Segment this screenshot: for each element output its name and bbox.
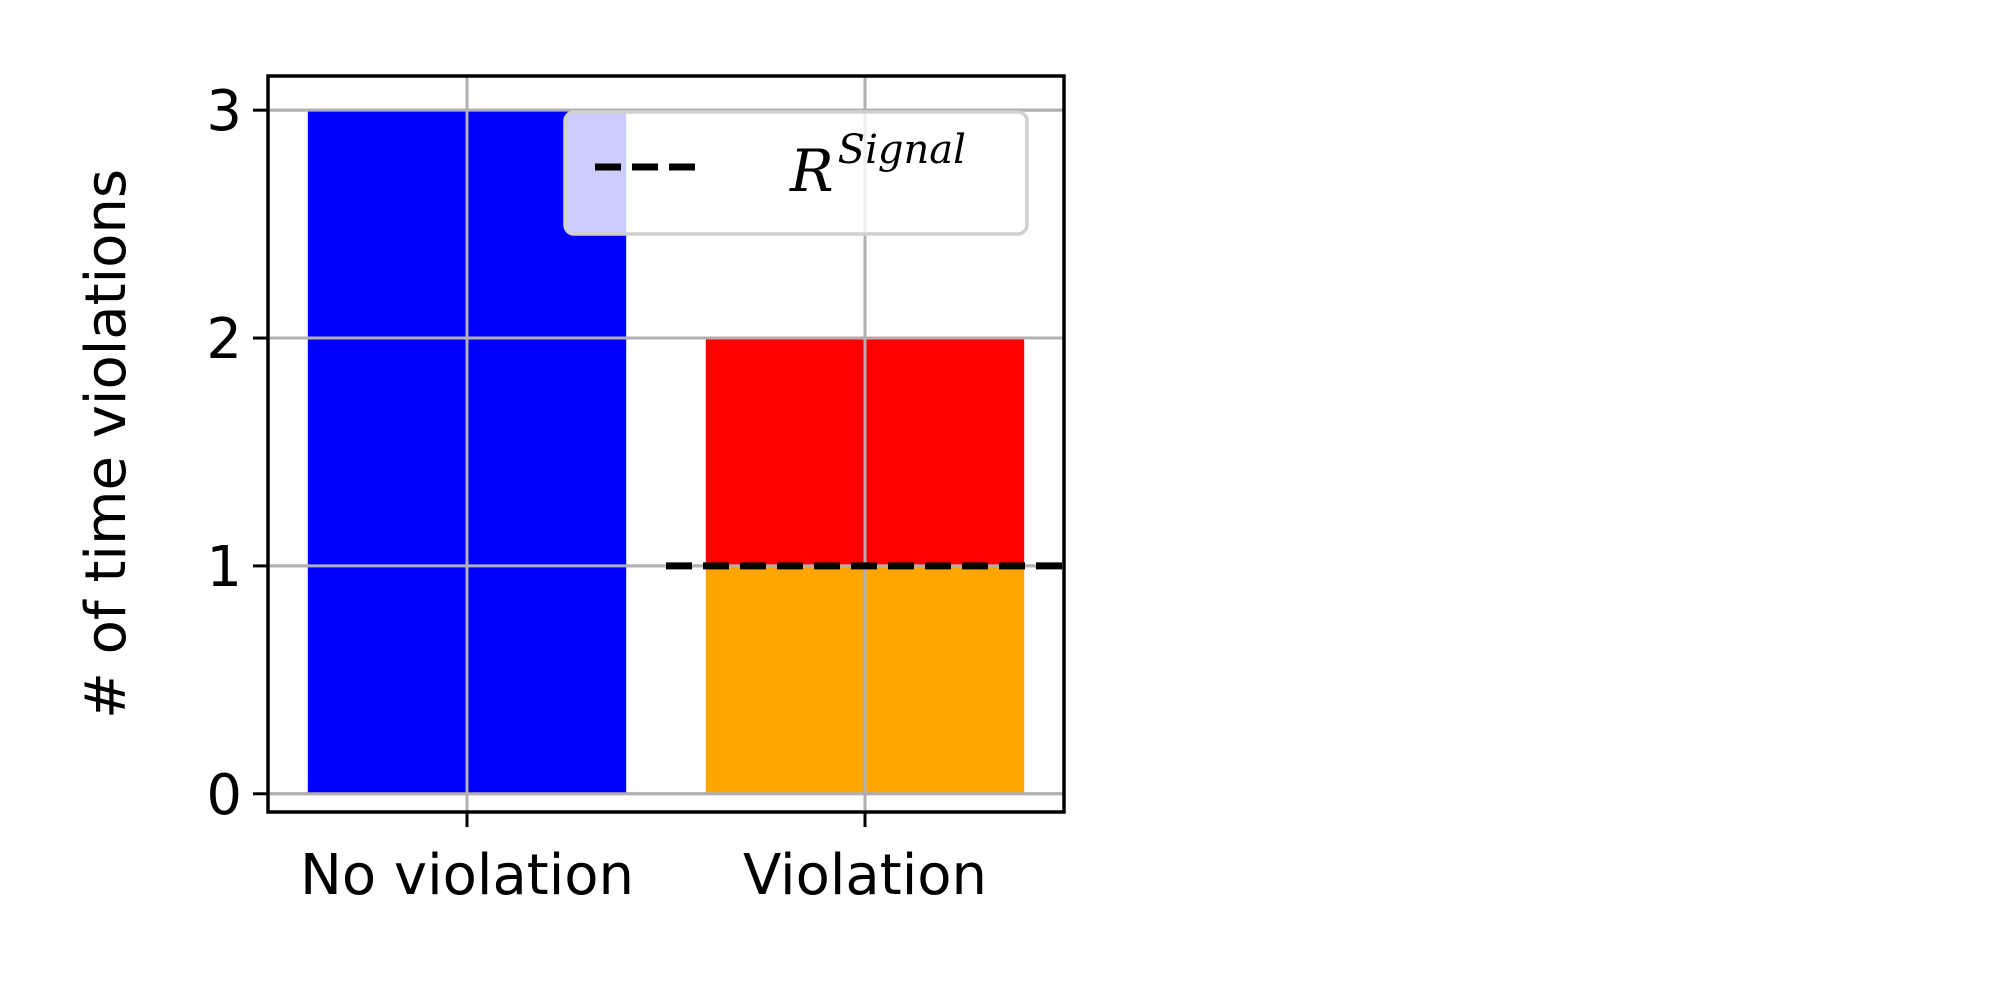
x-tick-label-1: Violation [743, 843, 987, 908]
y-tick-label-2: 2 [206, 307, 242, 372]
legend-label-0: R Signal [789, 127, 966, 205]
axis-ticks: 0 1 2 3 No violation Violation [206, 79, 987, 908]
y-tick-label-0: 0 [206, 763, 242, 828]
y-tick-label-1: 1 [206, 535, 242, 600]
plot-frame [266, 74, 1066, 814]
legend-box [563, 110, 1029, 236]
y-tick-label-3: 3 [206, 79, 242, 144]
legend: R Signal [563, 110, 1029, 236]
x-tick-label-0: No violation [300, 843, 634, 908]
y-axis-label: # of time violations [74, 169, 139, 719]
